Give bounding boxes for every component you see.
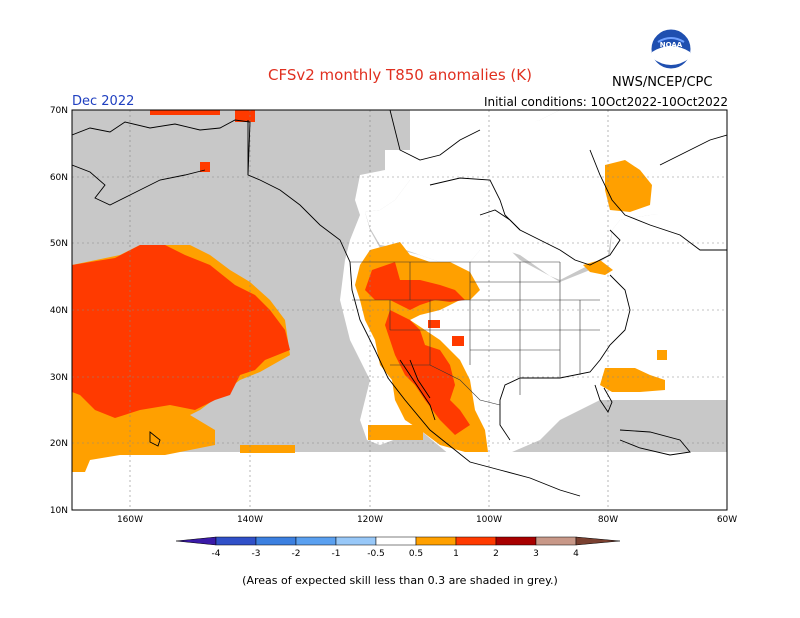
legend-label: -0.5: [367, 549, 385, 559]
legend-label: -3: [252, 549, 261, 559]
legend-label: -4: [212, 549, 221, 559]
legend-label: 1: [453, 549, 459, 559]
legend-arrow-left: [175, 536, 217, 546]
legend-label: -1: [332, 549, 341, 559]
legend-label: 2: [493, 549, 499, 559]
legend-label: -2: [292, 549, 301, 559]
lat-label: 50N: [50, 239, 68, 249]
legend-label: 3: [533, 549, 539, 559]
logo-text: NOAA: [660, 41, 683, 49]
forecast-month: Dec 2022: [72, 94, 135, 109]
legend-swatch: [535, 536, 577, 546]
initial-conditions: Initial conditions: 10Oct2022-10Oct2022: [483, 95, 728, 109]
legend-swatch: [215, 536, 257, 546]
map-frame: [71, 109, 728, 511]
legend-swatch: [335, 536, 377, 546]
lon-axis: 160W 140W 120W 100W 80W 60W: [117, 515, 737, 525]
legend-swatch: [375, 536, 417, 546]
lat-label: 20N: [50, 439, 68, 449]
noaa-logo-icon: NOAA: [650, 28, 692, 70]
legend-label: 0.5: [409, 549, 423, 559]
coastlines: [72, 110, 727, 497]
anomaly-map: [72, 110, 727, 510]
legend-swatch: [415, 536, 457, 546]
legend-label: 4: [573, 549, 579, 559]
lon-label: 100W: [476, 515, 502, 525]
lon-label: 140W: [237, 515, 263, 525]
lat-axis: 70N 60N 50N 40N 30N 20N 10N: [50, 106, 68, 516]
lat-label: 10N: [50, 506, 68, 516]
neutral-areas: [72, 110, 727, 510]
legend-arrow-right: [575, 536, 621, 546]
anomaly-1-2: [72, 110, 470, 435]
legend-swatch: [255, 536, 297, 546]
map-title: CFSv2 monthly T850 anomalies (K): [268, 66, 532, 84]
legend-swatch: [295, 536, 337, 546]
lat-label: 30N: [50, 373, 68, 383]
lat-label: 70N: [50, 106, 68, 116]
skill-footnote: (Areas of expected skill less than 0.3 a…: [242, 574, 558, 587]
political-borders: [350, 261, 600, 406]
color-legend: -4 -3 -2 -1 -0.5 0.5 1 2 3 4: [175, 536, 621, 559]
lat-label: 60N: [50, 173, 68, 183]
lon-label: 60W: [717, 515, 737, 525]
lon-label: 160W: [117, 515, 143, 525]
agency-label: NWS/NCEP/CPC: [612, 75, 713, 90]
lon-label: 120W: [357, 515, 383, 525]
legend-swatch: [495, 536, 537, 546]
lat-label: 40N: [50, 306, 68, 316]
lon-label: 80W: [598, 515, 618, 525]
legend-swatch: [455, 536, 497, 546]
